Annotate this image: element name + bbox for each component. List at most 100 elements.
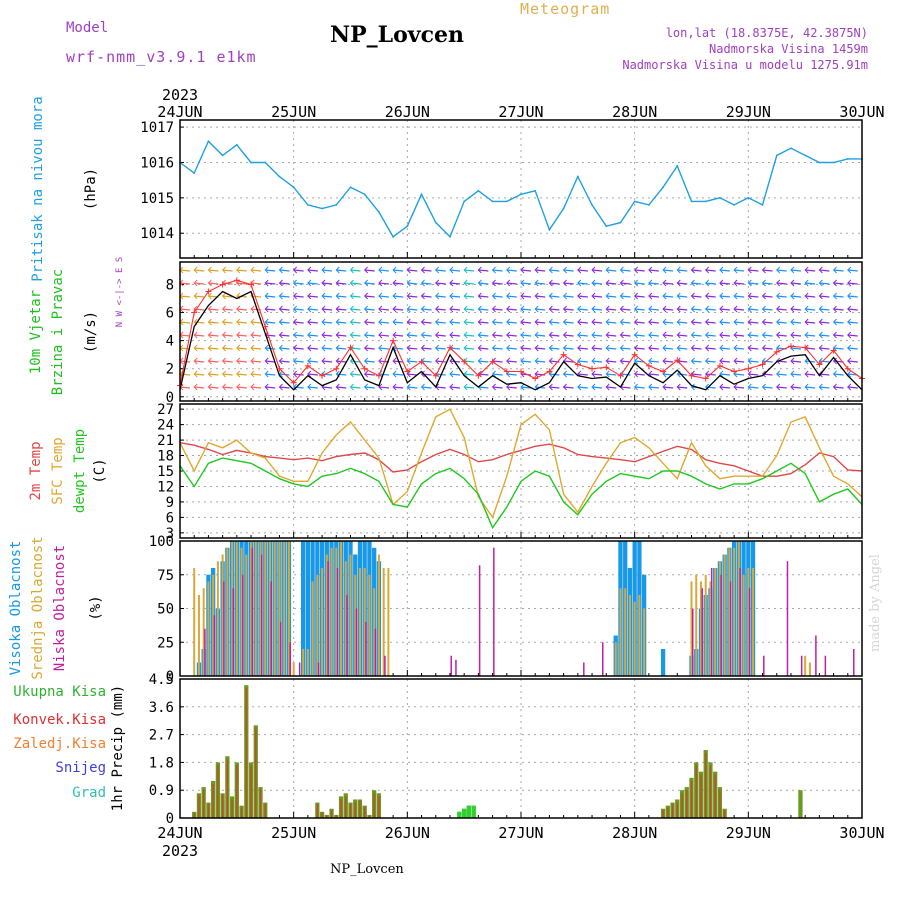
wind-arrow: [833, 347, 844, 350]
wind-arrow: [435, 334, 446, 337]
wind-arrow: [833, 282, 844, 285]
wind-arrowhead: [847, 331, 852, 339]
pressure-point: [491, 200, 494, 203]
wind-arrow: [478, 321, 489, 324]
wind-arrowhead: [264, 357, 269, 365]
wind-arrow: [222, 386, 233, 389]
wind-arrowhead: [648, 305, 653, 313]
wind-arrow: [222, 373, 233, 376]
wind-arrow: [322, 373, 333, 376]
wind-arrowhead: [321, 279, 326, 287]
cloud-low-bar: [213, 615, 216, 676]
wind-arrowhead: [548, 292, 553, 300]
wind-arrow: [378, 373, 389, 376]
wind-arrow: [350, 373, 361, 376]
wind-arrowhead: [264, 266, 269, 274]
wind-arrowhead: [776, 331, 781, 339]
wind-arrowhead: [221, 305, 226, 313]
pressure-frame: [179, 119, 863, 259]
wind-arrowhead: [349, 370, 354, 378]
wind-arrow: [563, 295, 574, 298]
wind-arrow: [847, 334, 858, 337]
wind-arrowhead: [605, 266, 610, 274]
wind-arrow: [208, 347, 219, 350]
wind-arrow: [307, 386, 318, 389]
wind-arrowhead: [804, 305, 809, 313]
wind-arrow: [819, 334, 830, 337]
precip-ytick-label: 0: [166, 811, 174, 827]
wind-arrow: [634, 386, 645, 389]
wind-arrow: [663, 321, 674, 324]
wind-arrow: [805, 282, 816, 285]
wind-arrow: [535, 295, 546, 298]
wind-arrowhead: [477, 305, 482, 313]
wind-arrowhead: [321, 318, 326, 326]
wind-arrowhead: [648, 318, 653, 326]
wind-arrowhead: [278, 331, 283, 339]
wind-arrowhead: [591, 357, 596, 365]
wind-arrowhead: [292, 344, 298, 352]
wind-arrowhead: [761, 305, 766, 313]
precip-conv-bar: [373, 793, 375, 818]
wind-arrowhead: [761, 331, 766, 339]
wind-arrowhead: [236, 383, 241, 391]
wind-arrowhead: [278, 266, 283, 274]
wind-arrow: [293, 373, 304, 376]
clouds-ytick-label: 75: [157, 568, 174, 584]
cloud-mid-bar: [633, 601, 636, 676]
pressure-point: [378, 211, 380, 213]
wind-arrow: [364, 295, 375, 298]
wind-arrow: [719, 321, 730, 324]
wind-arrowhead: [420, 279, 425, 287]
wind-arrow: [364, 386, 375, 389]
wind-arrow: [776, 295, 787, 298]
wind-arrow: [222, 347, 233, 350]
wind-arrow: [421, 321, 432, 324]
wind-arrow: [478, 347, 489, 350]
wind-gust-point: [205, 288, 212, 295]
wind-arrow: [506, 282, 517, 285]
wind-arrow: [222, 269, 233, 272]
wind-arrow: [421, 269, 432, 272]
wind-arrow: [350, 360, 361, 363]
wind-arrow: [577, 347, 588, 350]
wind-arrowhead: [705, 357, 710, 365]
wind-arrowhead: [335, 292, 340, 300]
wind-arrowhead: [847, 370, 852, 378]
precip-total-bar-highlight: [471, 805, 476, 818]
wind-arrowhead: [420, 266, 425, 274]
wind-arrow: [194, 386, 205, 389]
wind-arrowhead: [406, 344, 411, 352]
wind-arrowhead: [804, 331, 809, 339]
wind-arrowhead: [221, 292, 226, 300]
wind-arrow: [350, 269, 361, 272]
precip-conv-bar: [226, 759, 229, 818]
wind-arrowhead: [733, 266, 738, 274]
wind-arrowhead: [406, 357, 411, 365]
wind-arrow: [293, 360, 304, 363]
pressure-point: [235, 143, 238, 146]
wind-arrowhead: [392, 318, 397, 326]
temperature-ytick-label: 9: [166, 495, 174, 511]
wind-arrowhead: [818, 292, 823, 300]
wind-arrowhead: [364, 279, 369, 287]
wind-arrow: [378, 386, 389, 389]
wind-arrowhead: [406, 383, 411, 391]
precip-conv-bar: [240, 807, 243, 818]
wind-arrowhead: [633, 292, 639, 300]
wind-arrow: [435, 347, 446, 350]
wind-arrow: [307, 308, 318, 311]
cloud-mid-bar: [268, 541, 271, 676]
wind-arrowhead: [719, 370, 724, 378]
wind-arrow: [222, 321, 233, 324]
wind-arrow: [364, 321, 375, 324]
pressure-point: [633, 200, 636, 203]
x-year-bottom: 2023: [162, 842, 198, 860]
precip-conv-bar: [723, 810, 726, 818]
wind-arrow: [179, 308, 191, 311]
wind-arrowhead: [790, 331, 795, 339]
wind-arrow: [549, 321, 560, 324]
wind-arrowhead: [193, 331, 198, 339]
wind-arrowhead: [832, 331, 837, 339]
pressure-point: [591, 204, 593, 206]
